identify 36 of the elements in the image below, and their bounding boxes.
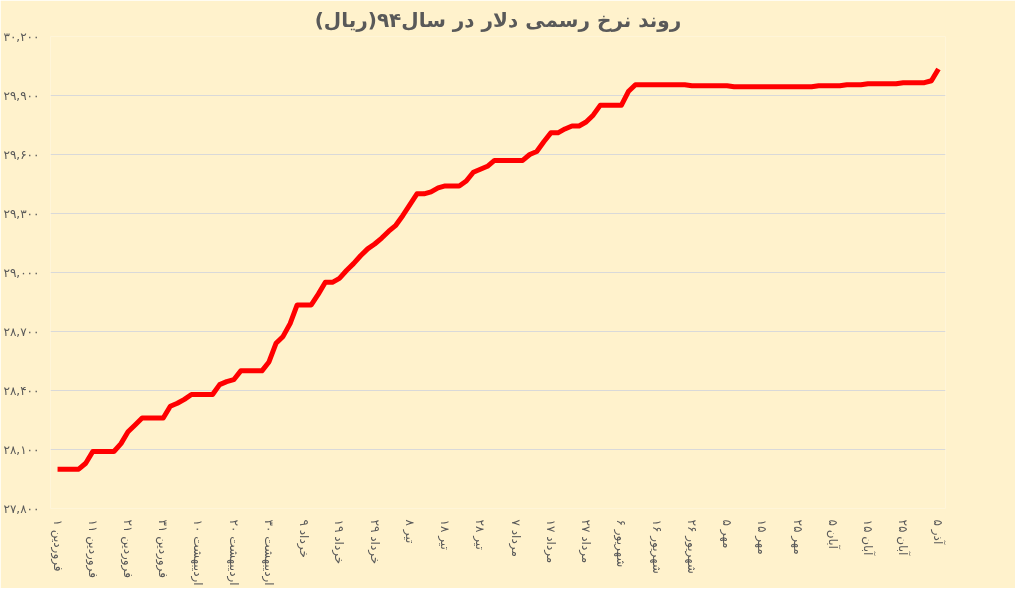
x-tick-label: ۳۱ فروردین bbox=[155, 519, 171, 578]
x-tick-label: ۲۶ شهریور bbox=[683, 519, 699, 574]
x-tick-label: ۱۹ خرداد bbox=[331, 519, 347, 565]
y-tick-label: ۲۷,۸۰۰ bbox=[3, 501, 40, 516]
x-tick-label: ۱۵ مهر bbox=[754, 519, 770, 555]
x-tick-label: ۵ آبان bbox=[825, 519, 841, 550]
chart-title: روند نرخ رسمی دلار در سال۹۴(ریال) bbox=[314, 7, 682, 32]
x-tick-label: ۹ خرداد bbox=[296, 519, 312, 558]
y-tick-label: ۲۸,۱۰۰ bbox=[3, 442, 40, 457]
y-tick-label: ۲۹,۰۰۰ bbox=[3, 265, 40, 280]
x-tick-label: ۲۷ مرداد bbox=[578, 519, 594, 564]
x-tick-label: ۲۱ فروردین bbox=[120, 519, 136, 578]
x-tick-label: ۵ مهر bbox=[719, 519, 735, 549]
x-tick-label: ۵ آذر bbox=[930, 519, 947, 545]
y-tick-label: ۲۹,۳۰۰ bbox=[3, 206, 40, 221]
y-tick-label: ۲۹,۶۰۰ bbox=[3, 147, 40, 162]
x-tick-label: ۲۵ آبان bbox=[896, 519, 912, 557]
y-tick-label: ۲۸,۴۰۰ bbox=[3, 383, 40, 398]
x-tick-label: ۲۸ تیر bbox=[472, 519, 488, 550]
x-tick-label: ۶ شهریور bbox=[613, 519, 629, 568]
x-tick-label: ۲۵ مهر bbox=[789, 519, 805, 555]
x-tick-label: ۱۷ مرداد bbox=[542, 519, 558, 564]
y-tick-label: ۳۰,۲۰۰ bbox=[3, 29, 40, 44]
x-tick-label: ۲۹ خرداد bbox=[366, 519, 382, 565]
x-tick-label: ۱۰ اردیبهشت bbox=[190, 519, 206, 586]
y-tick-label: ۲۸,۷۰۰ bbox=[3, 324, 40, 339]
x-tick-label: ۸ تیر bbox=[401, 519, 417, 544]
x-tick-label: ۱۶ شهریور bbox=[648, 519, 664, 574]
y-tick-label: ۲۹,۹۰۰ bbox=[3, 88, 40, 103]
x-tick-label: ۱۸ تیر bbox=[437, 519, 453, 550]
x-tick-label: ۱۱ فروردین bbox=[84, 519, 100, 578]
x-tick-label: ۱۵ آبان bbox=[860, 519, 876, 557]
x-tick-label: ۳۰ اردیبهشت bbox=[260, 519, 276, 586]
x-tick-label: ۲۰ اردیبهشت bbox=[225, 519, 241, 586]
x-tick-label: ۷ مرداد bbox=[507, 519, 523, 557]
x-tick-label: ۱ فروردین bbox=[49, 519, 65, 572]
